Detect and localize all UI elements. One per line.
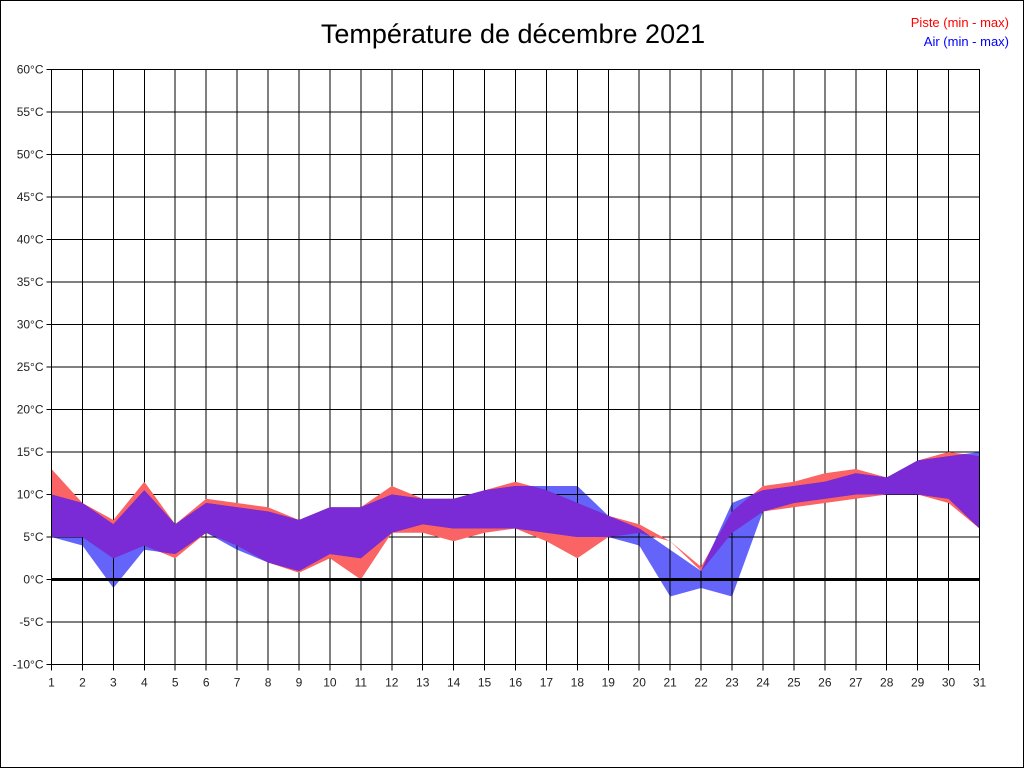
y-axis-label: 40°C — [17, 233, 44, 247]
x-axis-label: 2 — [79, 676, 86, 690]
x-axis-label: 1 — [48, 676, 55, 690]
x-axis-label: 8 — [265, 676, 272, 690]
x-axis-label: 14 — [447, 676, 461, 690]
y-axis-label: 15°C — [17, 445, 44, 459]
page-title: Température de décembre 2021 — [320, 19, 706, 49]
y-axis-label: 0°C — [23, 573, 43, 587]
x-axis-label: 31 — [973, 676, 987, 690]
x-axis-label: 16 — [509, 676, 523, 690]
x-axis-label: 26 — [818, 676, 832, 690]
x-axis-label: 24 — [756, 676, 770, 690]
overlap-band — [51, 452, 980, 580]
y-axis-label: -10°C — [13, 658, 44, 672]
x-axis-label: 6 — [203, 676, 210, 690]
y-axis-ticks: -10°C -5°C 0°C 5°C 10°C 15°C 20°C 25°C 30°C 35°C 4… — [13, 63, 52, 672]
y-axis-label: 10°C — [17, 488, 44, 502]
x-axis-label: 28 — [880, 676, 894, 690]
x-axis-ticks: 1 2 3 4 5 6 7 8 9 10 11 12 13 14 15 16 17 18 19 20 21 22 23 24 2… — [48, 664, 987, 690]
y-axis-label: 5°C — [23, 530, 43, 544]
x-axis-label: 17 — [540, 676, 554, 690]
grid-lines — [51, 69, 980, 665]
y-axis-label: 25°C — [17, 360, 44, 374]
y-axis-label: -5°C — [19, 615, 43, 629]
x-axis-label: 15 — [478, 676, 492, 690]
x-axis-label: 13 — [416, 676, 430, 690]
data-bands — [51, 452, 980, 597]
x-axis-label: 3 — [110, 676, 117, 690]
x-axis-label: 7 — [234, 676, 241, 690]
y-axis-label: 55°C — [17, 105, 44, 119]
x-axis-label: 29 — [911, 676, 925, 690]
x-axis-label: 25 — [787, 676, 801, 690]
legend-item-piste: Piste (min - max) — [910, 15, 1009, 30]
x-axis-label: 19 — [602, 676, 616, 690]
x-axis-label: 9 — [296, 676, 303, 690]
x-axis-label: 23 — [725, 676, 739, 690]
x-axis-label: 20 — [633, 676, 647, 690]
y-axis-label: 45°C — [17, 190, 44, 204]
y-axis-label: 35°C — [17, 275, 44, 289]
x-axis-label: 5 — [172, 676, 179, 690]
x-axis-label: 30 — [942, 676, 956, 690]
y-axis-label: 60°C — [17, 63, 44, 77]
x-axis-label: 12 — [385, 676, 399, 690]
x-axis-label: 4 — [141, 676, 148, 690]
chart-legend: Piste (min - max) Air (min - max) — [911, 13, 1009, 51]
y-axis-label: 50°C — [17, 148, 44, 162]
x-axis-label: 10 — [323, 676, 337, 690]
y-axis-label: 30°C — [17, 318, 44, 332]
x-axis-label: 11 — [355, 676, 368, 690]
x-axis-label: 27 — [849, 676, 863, 690]
x-axis-label: 21 — [663, 676, 677, 690]
legend-item-air: Air (min - max) — [923, 34, 1009, 49]
x-axis-label: 18 — [571, 676, 585, 690]
y-axis-label: 20°C — [17, 403, 44, 417]
x-axis-label: 22 — [694, 676, 708, 690]
